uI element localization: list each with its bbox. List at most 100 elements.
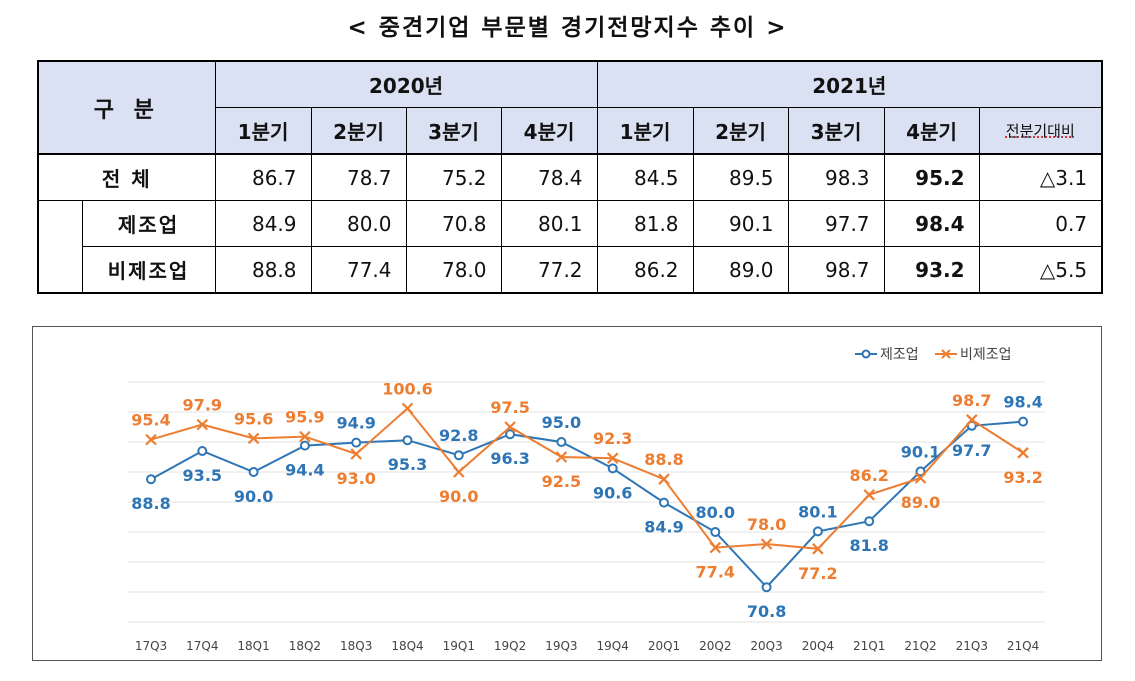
data-label: 80.0 xyxy=(696,503,735,522)
table-cell: 75.2 xyxy=(405,153,502,201)
data-point xyxy=(555,451,568,463)
row-label: 전 체 xyxy=(36,153,216,201)
data-label: 95.9 xyxy=(285,408,324,427)
data-label: 92.3 xyxy=(593,429,632,448)
quarter-header: 2분기 xyxy=(692,107,789,155)
data-point xyxy=(401,402,414,415)
x-tick-label: 18Q2 xyxy=(289,639,321,653)
data-label: 97.9 xyxy=(183,396,222,415)
x-tick-label: 19Q1 xyxy=(443,639,475,653)
data-point xyxy=(402,435,413,446)
data-point xyxy=(1018,416,1029,427)
x-tick-label: 17Q4 xyxy=(186,639,218,653)
data-label: 89.0 xyxy=(901,493,940,512)
year-header-2021: 2021년 xyxy=(596,60,1104,108)
table-cell: 98.3 xyxy=(787,153,885,201)
table-cell: 0.7 xyxy=(978,200,1104,247)
x-tick-label: 18Q1 xyxy=(237,639,269,653)
data-label: 98.7 xyxy=(952,391,991,410)
data-point xyxy=(659,497,669,508)
data-point xyxy=(299,440,310,451)
row-label: 제조업 xyxy=(81,200,216,247)
data-point xyxy=(197,446,208,456)
table-cell: 98.7 xyxy=(787,246,885,294)
data-point xyxy=(863,489,875,501)
x-tick-label: 21Q1 xyxy=(853,639,885,653)
x-tick-label: 19Q2 xyxy=(494,639,526,653)
quarter-header: 1분기 xyxy=(596,107,694,155)
data-point xyxy=(709,541,722,554)
x-tick-label: 18Q4 xyxy=(391,639,423,653)
table-cell: 93.2 xyxy=(883,246,980,294)
change-header: 전분기대비 xyxy=(978,107,1104,155)
table-cell: 86.7 xyxy=(214,153,312,201)
table-cell: 80.1 xyxy=(500,200,598,247)
table-cell: 97.7 xyxy=(787,200,885,247)
quarter-header: 3분기 xyxy=(787,107,885,155)
legend-marker xyxy=(861,349,871,359)
data-label: 93.5 xyxy=(183,466,222,485)
data-label: 90.6 xyxy=(593,483,632,502)
stats-table: 구 분 2020년 2021년 1분기 2분기 3분기 4분기 1분기 2분기 … xyxy=(36,60,1104,294)
data-label: 81.8 xyxy=(849,536,888,555)
data-label: 70.8 xyxy=(747,602,786,621)
data-point xyxy=(761,582,772,593)
data-label: 86.2 xyxy=(849,466,888,485)
table-cell: 89.5 xyxy=(692,153,789,201)
legend-label: 제조업 xyxy=(880,347,919,363)
table-cell: 77.2 xyxy=(500,246,598,294)
page-title: < 중견기업 부문별 경기전망지수 추이 > xyxy=(347,15,788,41)
row-indent xyxy=(37,246,82,294)
data-point xyxy=(247,432,260,445)
table-cell: 78.4 xyxy=(500,153,598,201)
data-label: 95.3 xyxy=(388,455,427,474)
data-label: 77.4 xyxy=(696,563,735,582)
corner-label: 구 분 xyxy=(36,60,216,155)
data-label: 92.5 xyxy=(542,472,581,491)
table-cell: 77.4 xyxy=(310,246,407,294)
data-point xyxy=(350,448,362,460)
data-label: 100.6 xyxy=(382,379,433,398)
data-point xyxy=(710,527,721,537)
data-point xyxy=(351,437,362,448)
data-point xyxy=(812,543,824,555)
table-cell: 81.8 xyxy=(596,200,694,247)
data-label: 97.7 xyxy=(952,441,991,460)
quarter-header: 1분기 xyxy=(214,107,312,155)
series-line xyxy=(150,420,1024,589)
table-cell: 78.7 xyxy=(310,153,407,201)
data-label: 98.4 xyxy=(1003,393,1042,412)
table-cell: 70.8 xyxy=(405,200,502,247)
data-label: 90.0 xyxy=(234,487,273,506)
quarter-header: 3분기 xyxy=(405,107,502,155)
data-point xyxy=(915,466,926,477)
data-label: 90.1 xyxy=(901,442,940,461)
legend-marker xyxy=(941,349,951,359)
data-point xyxy=(146,474,156,485)
data-point xyxy=(606,452,619,464)
data-label: 96.3 xyxy=(490,449,529,468)
x-tick-label: 19Q4 xyxy=(597,639,629,653)
x-tick-label: 20Q1 xyxy=(648,639,680,653)
table-cell: 84.9 xyxy=(214,200,312,247)
data-point xyxy=(248,467,259,477)
data-point xyxy=(760,538,773,550)
table-cell: 90.1 xyxy=(692,200,789,247)
data-point xyxy=(453,466,465,478)
data-point xyxy=(453,450,464,461)
year-header-2020: 2020년 xyxy=(214,60,598,108)
table-row: 전 체 86.7 78.7 75.2 78.4 84.5 89.5 98.3 9… xyxy=(36,153,1104,201)
row-indent xyxy=(37,200,82,247)
table-row: 제조업 84.9 80.0 70.8 80.1 81.8 90.1 97.7 9… xyxy=(37,200,1104,247)
quarter-header: 4분기 xyxy=(883,107,980,155)
data-label: 95.4 xyxy=(131,411,170,430)
x-tick-label: 20Q4 xyxy=(802,639,834,653)
quarter-header: 4분기 xyxy=(500,107,598,155)
x-tick-label: 21Q3 xyxy=(956,639,988,653)
data-label: 78.0 xyxy=(747,515,786,534)
data-label: 93.2 xyxy=(1003,468,1042,487)
table-cell: 80.0 xyxy=(310,200,407,247)
data-label: 84.9 xyxy=(644,518,683,537)
table-cell: 98.4 xyxy=(883,200,980,247)
table-cell: △3.1 xyxy=(978,153,1104,201)
